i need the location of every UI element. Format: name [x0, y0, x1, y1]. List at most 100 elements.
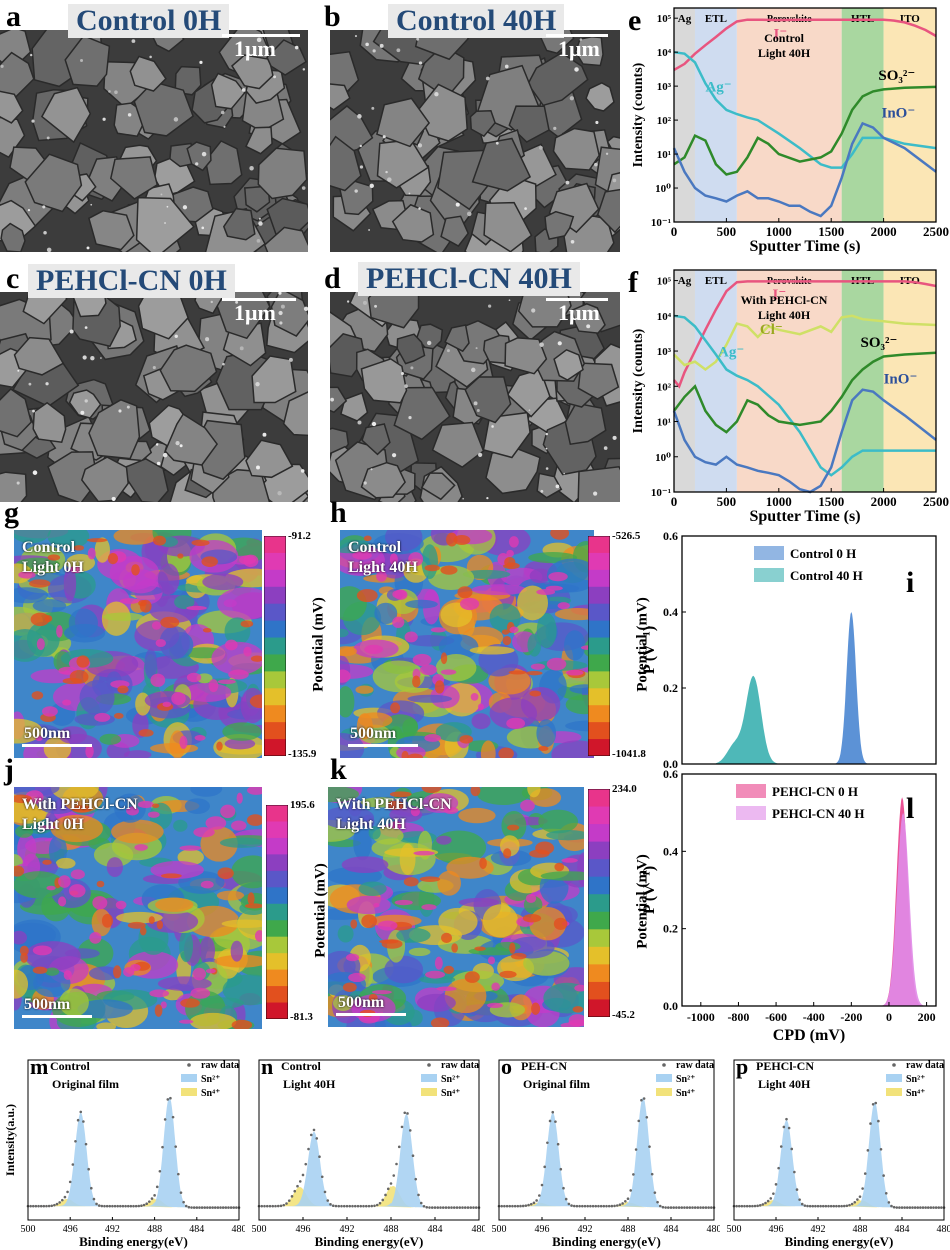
- x-tick-label: 200: [918, 1010, 936, 1024]
- raw-data-point: [882, 1174, 885, 1177]
- chart-annotation: Control Light 40H: [281, 1059, 336, 1091]
- y-axis-label: P (V⁻¹): [641, 626, 658, 674]
- raw-data-point: [500, 1204, 503, 1208]
- raw-data-point: [452, 1206, 456, 1209]
- raw-data-point: [50, 1204, 54, 1208]
- panel-label-b: b: [324, 0, 341, 33]
- layer-label: ETL: [705, 275, 727, 287]
- scale-bar-label: 500nm: [350, 725, 397, 742]
- legend-label: raw data: [676, 1060, 714, 1071]
- kpfm-potential-map: [340, 530, 594, 758]
- series-line-0: [673, 280, 937, 389]
- raw-data-point: [450, 1206, 453, 1209]
- raw-data-point: [290, 1195, 294, 1198]
- raw-data-point: [163, 1118, 167, 1121]
- raw-data-point: [866, 1149, 870, 1152]
- x-tick-label: 2000: [871, 224, 897, 239]
- raw-data-point: [816, 1204, 820, 1208]
- raw-data-point: [150, 1197, 154, 1200]
- raw-data-point: [129, 1204, 133, 1208]
- x-tick-label: -600: [765, 1010, 787, 1024]
- raw-data-point: [615, 1204, 619, 1207]
- raw-data-point: [890, 1204, 893, 1208]
- raw-data-point: [68, 1180, 72, 1184]
- raw-data-point: [779, 1145, 783, 1148]
- raw-data-point: [737, 1204, 741, 1208]
- layer-band-perovskite: [736, 270, 842, 492]
- raw-data-point: [47, 1204, 51, 1208]
- raw-data-point: [508, 1204, 512, 1208]
- raw-data-point: [171, 1115, 175, 1119]
- x-tick-label: -200: [840, 1010, 862, 1024]
- chart-annotation: Control Light 40H: [758, 31, 811, 60]
- raw-data-point: [433, 1206, 437, 1209]
- raw-data-point: [803, 1204, 807, 1207]
- raw-data-point: [113, 1204, 117, 1208]
- raw-data-point: [466, 1206, 470, 1209]
- x-axis-label: Binding energy(eV): [315, 1234, 424, 1249]
- raw-data-point: [345, 1204, 349, 1208]
- legend-label: Sn²⁺: [441, 1074, 460, 1085]
- y-tick-label: 10⁻¹: [651, 487, 671, 499]
- layer-band-ito: [883, 270, 936, 492]
- sem-title: Control 40H: [388, 4, 565, 38]
- scale-bar: [222, 298, 296, 301]
- legend-label: raw data: [201, 1060, 239, 1071]
- legend-marker: [662, 1063, 666, 1067]
- raw-data-point: [664, 1206, 667, 1209]
- layer-band-ag: [674, 8, 695, 222]
- raw-data-point: [591, 1204, 595, 1208]
- layer-band-htl: [841, 8, 884, 222]
- raw-data-point: [626, 1197, 630, 1201]
- raw-data-point: [263, 1204, 266, 1208]
- raw-data-point: [195, 1206, 199, 1209]
- raw-data-point: [356, 1204, 360, 1208]
- x-tick-label: 0: [671, 494, 678, 509]
- scale-bar: [546, 298, 608, 301]
- raw-data-point: [42, 1204, 46, 1208]
- raw-data-point: [827, 1204, 830, 1208]
- legend-swatch: [421, 1074, 437, 1082]
- raw-data-point: [142, 1203, 146, 1207]
- legend-label: PEHCl-CN 0 H: [772, 784, 858, 799]
- legend-label: Sn⁴⁺: [441, 1088, 460, 1099]
- raw-data-point: [76, 1118, 80, 1122]
- panel-label-f: f: [628, 266, 639, 299]
- x-tick-label: 492: [340, 1224, 355, 1235]
- y-tick-label: 0.0: [663, 757, 678, 770]
- raw-data-point: [285, 1202, 288, 1205]
- raw-data-point: [395, 1162, 398, 1166]
- x-axis-label: Sputter Time (s): [749, 508, 860, 525]
- panel-label-g: g: [4, 496, 19, 529]
- series-label: I⁻: [773, 287, 787, 303]
- raw-data-point: [403, 1111, 407, 1115]
- tof-sims-chart-f: Ag ETL Perovskite HTL ITOI⁻Cl⁻Ag⁻SO₃²⁻InO⁻Wi…: [628, 266, 949, 525]
- scale-bar: [546, 34, 608, 37]
- raw-data-point: [548, 1119, 552, 1123]
- layer-label: Ag: [678, 13, 692, 25]
- raw-data-point: [381, 1198, 385, 1202]
- raw-data-point: [97, 1204, 101, 1207]
- raw-data-point: [411, 1154, 415, 1158]
- raw-data-point: [764, 1201, 767, 1205]
- raw-data-point: [140, 1204, 143, 1208]
- series-line-1: [673, 50, 937, 169]
- raw-data-point: [419, 1201, 423, 1205]
- raw-data-point: [761, 1203, 765, 1206]
- x-tick-label: 500: [21, 1224, 36, 1235]
- raw-data-point: [853, 1200, 857, 1204]
- raw-data-point: [320, 1175, 324, 1179]
- raw-data-point: [785, 1117, 788, 1121]
- raw-data-point: [624, 1200, 627, 1203]
- colorbar-min-label: -45.2: [612, 1009, 635, 1021]
- series-label: SO₃²⁻: [878, 68, 915, 84]
- raw-data-point: [373, 1204, 376, 1208]
- raw-data-point: [121, 1204, 125, 1208]
- scale-bar: [22, 1015, 92, 1018]
- legend-swatch: [736, 784, 766, 798]
- sn2-peak-fill: [380, 1114, 433, 1208]
- y-tick-label: 0.6: [663, 768, 678, 781]
- raw-data-point: [824, 1204, 828, 1208]
- raw-data-point: [145, 1202, 148, 1206]
- legend-label: PEHCl-CN 40 H: [772, 806, 864, 821]
